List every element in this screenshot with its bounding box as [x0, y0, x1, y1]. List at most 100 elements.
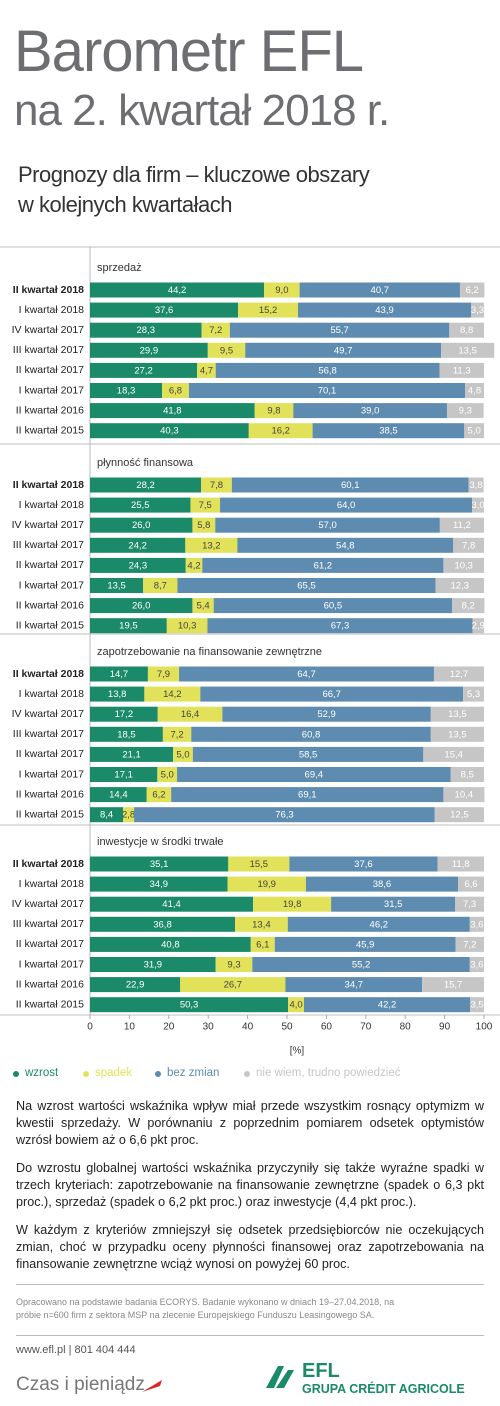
bar-segment	[453, 537, 484, 553]
source-note: Opracowano na podstawie badania ECORYS. …	[16, 1297, 395, 1320]
bar-segment	[459, 282, 485, 298]
value-label: 3,0	[471, 500, 484, 511]
panel-title: sprzedaż	[97, 262, 142, 274]
bar-segment	[90, 787, 147, 803]
bar-segment	[215, 517, 440, 533]
value-label: 67,3	[331, 621, 350, 632]
contact[interactable]: www.efl.pl | 801 404 444	[16, 1344, 136, 1356]
value-label: 40,7	[371, 285, 390, 296]
legend-label: spadek	[95, 1067, 132, 1079]
value-label: 69,4	[305, 770, 324, 781]
category-label: III kwartał 2017	[13, 344, 84, 356]
bar-segment	[90, 497, 191, 513]
value-label: 15,2	[259, 305, 278, 316]
bar-segment	[238, 302, 299, 318]
category-label: II kwartał 2016	[16, 978, 84, 990]
bar-segment	[146, 787, 172, 803]
tagline: Czas i pieniądz	[16, 1374, 145, 1395]
value-label: 65,5	[297, 581, 316, 592]
bar-segment	[202, 557, 444, 573]
value-label: 12,5	[450, 810, 469, 821]
bar-segment	[443, 557, 484, 573]
bar-segment	[90, 686, 145, 702]
bar-segment	[90, 807, 124, 823]
bar-segment	[441, 342, 495, 358]
category-label: II kwartał 2017	[16, 748, 84, 760]
value-label: 36,8	[153, 919, 172, 930]
value-label: 10,3	[178, 621, 197, 632]
category-label: II kwartał 2018	[13, 284, 84, 296]
legend-label: bez zmian	[167, 1067, 219, 1079]
value-label: 19,9	[257, 879, 276, 890]
value-label: 38,5	[379, 426, 398, 437]
value-label: 14,4	[109, 790, 128, 801]
value-label: 40,8	[161, 939, 180, 950]
bar-segment	[439, 362, 484, 378]
bar-segment	[192, 517, 216, 533]
value-label: 8,4	[100, 810, 113, 821]
value-label: 7,9	[157, 669, 170, 680]
bar-segment	[469, 957, 484, 972]
bar-segment	[185, 557, 203, 573]
bar-segment	[449, 322, 484, 338]
bar-segment	[166, 618, 208, 634]
value-label: 70,1	[318, 386, 337, 397]
value-label: 43,9	[375, 305, 394, 316]
legend-dot	[244, 1071, 250, 1077]
bar-segment	[435, 578, 484, 593]
value-label: 42,2	[378, 1000, 397, 1011]
bar-segment	[450, 767, 484, 782]
bar-segment	[177, 767, 451, 782]
value-label: 21,1	[122, 749, 141, 760]
bar-segment	[443, 787, 485, 803]
value-label: 7,2	[463, 939, 476, 950]
bar-segment	[90, 997, 289, 1013]
bar-segment	[331, 896, 456, 912]
value-label: 5,8	[197, 520, 210, 531]
bar-segment	[463, 686, 484, 702]
bar-segment	[90, 517, 193, 533]
value-label: 19,8	[283, 899, 302, 910]
bar-segment	[162, 726, 192, 742]
category-label: II kwartał 2016	[16, 599, 84, 611]
value-label: 6,2	[152, 790, 165, 801]
category-label: I kwartał 2018	[19, 688, 85, 700]
bar-segment	[90, 403, 255, 419]
bar-segment	[90, 557, 186, 573]
divider	[16, 1284, 484, 1285]
value-label: 39,0	[361, 406, 380, 417]
value-label: 8,8	[460, 325, 473, 336]
bar-segment	[252, 957, 470, 972]
value-label: 13,2	[202, 540, 221, 551]
bar-segment	[90, 477, 202, 493]
chart-heading: Prognozy dla firm – kluczowe obszary	[18, 162, 370, 187]
bar-segment	[90, 957, 216, 972]
value-label: 55,7	[330, 325, 349, 336]
logo-subtitle: GRUPA CRÉDIT AGRICOLE	[302, 1382, 465, 1396]
panel-title: płynność finansowa	[97, 457, 194, 469]
value-label: 7,2	[170, 729, 183, 740]
value-label: 26,7	[224, 980, 243, 991]
value-label: 34,9	[150, 879, 169, 890]
bar-segment	[227, 876, 306, 892]
paragraph: Na wzrost wartości wskaźnika wpływ miał …	[16, 1099, 484, 1147]
value-label: 37,6	[354, 859, 373, 870]
category-label: II kwartał 2015	[16, 424, 84, 436]
category-label: III kwartał 2017	[13, 539, 84, 551]
value-label: 18,3	[117, 386, 136, 397]
value-label: 50,3	[180, 1000, 199, 1011]
paragraph: W każdym z kryteriów zmniejszył się odse…	[16, 1223, 484, 1271]
value-label: 7,8	[462, 540, 475, 551]
logo[interactable]: EFL	[302, 1360, 340, 1382]
category-label: I kwartał 2018	[19, 878, 85, 890]
bar-segment	[90, 362, 198, 378]
bar-segment	[157, 706, 223, 722]
bar-segment	[254, 403, 294, 419]
bar-segment	[464, 423, 484, 439]
category-label: III kwartał 2017	[13, 918, 84, 930]
bar-segment	[90, 767, 158, 782]
value-label: 14,2	[163, 689, 182, 700]
value-label: 38,6	[373, 879, 392, 890]
x-tick-label: 100	[476, 1022, 493, 1033]
bar-segment	[229, 322, 450, 338]
